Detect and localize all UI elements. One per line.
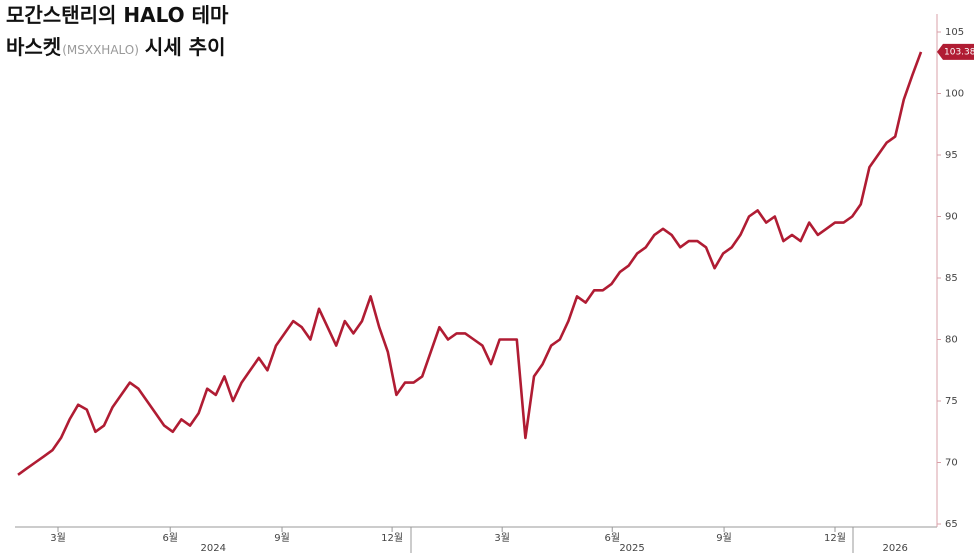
x-tick-label: 9월 <box>716 532 732 544</box>
title-part: 시세 추이 <box>145 35 226 59</box>
x-tick-label: 12월 <box>381 532 403 544</box>
year-label: 2024 <box>200 543 225 553</box>
x-tick-label: 3월 <box>50 532 66 544</box>
x-tick-label: 3월 <box>494 532 510 544</box>
x-tick-label: 6월 <box>604 532 620 544</box>
y-tick-label: 75 <box>945 396 958 407</box>
price-line <box>17 51 923 476</box>
last-value-flag <box>937 43 974 60</box>
last-value-label: 103.38 <box>944 47 974 57</box>
x-tick-label: 12월 <box>824 532 846 544</box>
title-line-1: 모간스탠리의 HALO 테마 <box>6 3 229 27</box>
title-line-2: 바스켓(MSXXHALO) 시세 추이 <box>6 35 226 59</box>
y-tick-label: 80 <box>945 335 958 346</box>
year-label: 2026 <box>882 543 907 553</box>
y-tick-label: 65 <box>945 519 958 530</box>
title-ticker: (MSXXHALO) <box>62 43 139 57</box>
x-tick-label: 9월 <box>274 532 290 544</box>
title-part: 바스켓 <box>6 35 61 59</box>
y-tick-label: 90 <box>945 212 958 223</box>
y-tick-label: 100 <box>945 89 964 100</box>
year-label: 2025 <box>619 543 644 553</box>
y-tick-label: 85 <box>945 273 958 284</box>
y-tick-label: 70 <box>945 458 958 469</box>
y-tick-label: 95 <box>945 150 958 161</box>
x-tick-label: 6월 <box>162 532 178 544</box>
y-tick-label: 105 <box>945 27 964 38</box>
